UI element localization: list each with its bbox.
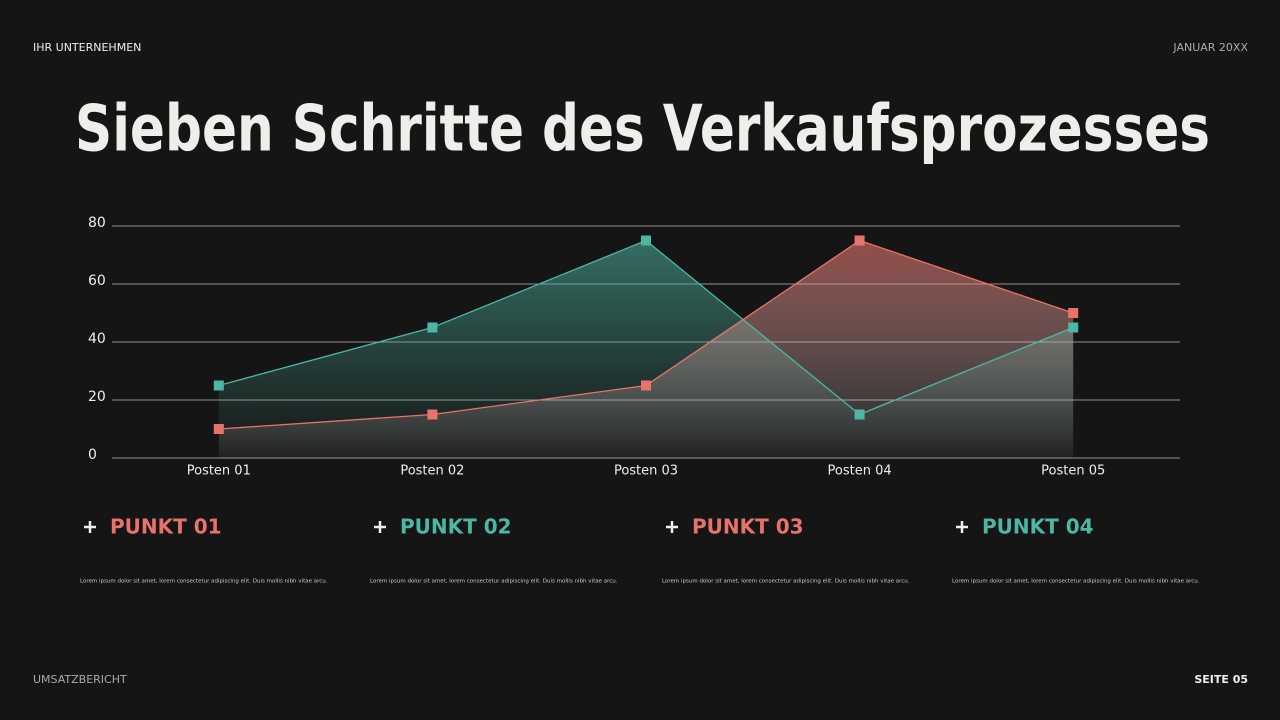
y-tick-label: 0 [88, 447, 97, 463]
point-text: Lorem ipsum dolor sit amet, lorem consec… [662, 579, 910, 585]
y-tick-label: 40 [88, 331, 106, 347]
marker [854, 235, 865, 246]
footer-left: UMSATZBERICHT [33, 673, 127, 686]
marker [213, 380, 224, 391]
plus-icon [374, 521, 386, 533]
slide-title: Sieben Schritte des Verkaufsprozesses [75, 93, 1210, 167]
x-tick-label: Posten 05 [1041, 464, 1105, 479]
y-tick-label: 20 [88, 389, 106, 405]
area-fill [218, 240, 1074, 458]
x-tick-label: Posten 02 [400, 464, 464, 479]
marker [213, 424, 224, 434]
point-title: PUNKT 02 [400, 515, 512, 539]
point-title: PUNKT 04 [982, 515, 1094, 539]
x-tick-label: Posten 04 [828, 464, 892, 479]
y-tick-label: 60 [88, 273, 106, 289]
marker [427, 409, 438, 420]
plus-icon [666, 521, 678, 533]
marker [1068, 308, 1079, 318]
point-text: Lorem ipsum dolor sit amet, lorem consec… [370, 579, 618, 585]
marker [854, 409, 865, 420]
marker [1068, 322, 1079, 333]
marker [641, 235, 651, 246]
area-fill [218, 240, 1074, 458]
date: JANUAR 20XX [1172, 41, 1248, 54]
point-title: PUNKT 03 [692, 515, 804, 539]
plus-icon [84, 521, 96, 533]
plus-icon [956, 521, 968, 533]
point-title: PUNKT 01 [110, 515, 222, 539]
footer-right: SEITE 05 [1194, 673, 1248, 686]
company: IHR UNTERNEHMEN [33, 41, 141, 54]
marker [641, 380, 651, 391]
point-text: Lorem ipsum dolor sit amet, lorem consec… [80, 579, 328, 585]
x-tick-label: Posten 03 [614, 464, 678, 479]
y-tick-label: 80 [88, 215, 106, 231]
point-text: Lorem ipsum dolor sit amet, lorem consec… [952, 579, 1200, 585]
marker [427, 322, 438, 333]
x-tick-label: Posten 01 [187, 464, 251, 479]
